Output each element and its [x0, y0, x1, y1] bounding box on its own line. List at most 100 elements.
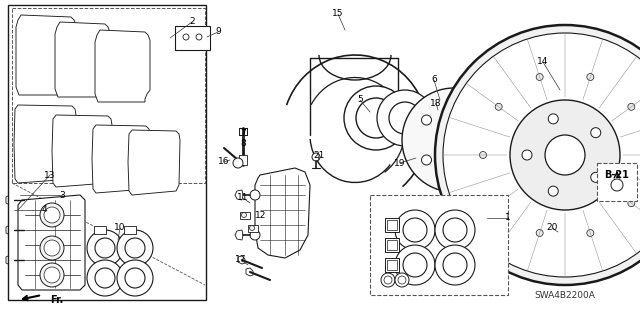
Circle shape	[443, 33, 640, 277]
Circle shape	[435, 25, 640, 285]
Bar	[387, 240, 397, 250]
Bar	[239, 155, 247, 165]
Bar	[370, 195, 508, 295]
Polygon shape	[246, 268, 253, 276]
Circle shape	[460, 167, 470, 177]
Bar	[387, 220, 397, 230]
Circle shape	[591, 172, 601, 182]
Polygon shape	[6, 255, 14, 265]
Circle shape	[395, 273, 409, 287]
Bar	[12, 8, 205, 183]
Text: 9: 9	[215, 27, 221, 36]
Text: Fr.: Fr.	[50, 295, 63, 305]
Circle shape	[545, 135, 585, 175]
Bar	[94, 226, 106, 234]
Circle shape	[117, 260, 153, 296]
Text: 4: 4	[41, 205, 47, 214]
Polygon shape	[238, 256, 245, 264]
Polygon shape	[128, 130, 180, 195]
Circle shape	[233, 158, 243, 168]
Bar	[385, 218, 399, 232]
Text: 7: 7	[240, 129, 246, 137]
Text: 1: 1	[505, 213, 511, 222]
Circle shape	[402, 88, 506, 192]
Circle shape	[241, 212, 246, 218]
Text: 3: 3	[59, 190, 65, 199]
Text: SWA4B2200A: SWA4B2200A	[534, 291, 595, 300]
Text: 15: 15	[332, 10, 344, 19]
Circle shape	[422, 115, 431, 125]
Text: 21: 21	[314, 151, 324, 160]
Polygon shape	[235, 190, 243, 200]
Circle shape	[183, 34, 189, 40]
Text: 8: 8	[240, 138, 246, 147]
Bar	[240, 212, 250, 219]
Circle shape	[250, 190, 260, 200]
Circle shape	[395, 210, 435, 250]
Polygon shape	[55, 22, 110, 97]
Polygon shape	[18, 195, 85, 290]
Circle shape	[395, 245, 435, 285]
Circle shape	[536, 73, 543, 80]
Circle shape	[587, 229, 594, 236]
Circle shape	[495, 103, 502, 110]
Bar	[175, 26, 210, 50]
Polygon shape	[16, 15, 76, 95]
Circle shape	[44, 240, 60, 256]
Bar	[124, 226, 136, 234]
Bar	[385, 258, 399, 272]
Circle shape	[403, 253, 427, 277]
Circle shape	[628, 103, 635, 110]
Circle shape	[522, 150, 532, 160]
Bar	[248, 225, 258, 232]
Text: 12: 12	[255, 211, 267, 219]
Text: 14: 14	[538, 57, 548, 66]
Bar	[385, 238, 399, 252]
Circle shape	[435, 210, 475, 250]
Circle shape	[384, 276, 392, 284]
Circle shape	[125, 268, 145, 288]
Circle shape	[196, 34, 202, 40]
Circle shape	[381, 273, 395, 287]
Circle shape	[403, 218, 427, 242]
Circle shape	[591, 128, 601, 138]
Text: 2: 2	[189, 18, 195, 26]
Circle shape	[536, 229, 543, 236]
Circle shape	[548, 114, 558, 124]
Text: 11: 11	[237, 194, 249, 203]
Circle shape	[125, 238, 145, 258]
Text: 10: 10	[115, 224, 125, 233]
Text: 18: 18	[430, 99, 442, 108]
Circle shape	[443, 218, 467, 242]
Circle shape	[422, 155, 431, 165]
Text: 6: 6	[431, 76, 437, 85]
Text: 5: 5	[357, 95, 363, 105]
Bar	[597, 163, 637, 201]
Circle shape	[44, 267, 60, 283]
Circle shape	[548, 186, 558, 196]
Circle shape	[495, 200, 502, 207]
Text: 19: 19	[394, 159, 406, 167]
Circle shape	[250, 230, 260, 240]
Polygon shape	[52, 115, 112, 187]
Circle shape	[435, 245, 475, 285]
Circle shape	[40, 203, 64, 227]
Circle shape	[312, 153, 320, 161]
Circle shape	[479, 152, 486, 159]
Circle shape	[95, 238, 115, 258]
Circle shape	[40, 263, 64, 287]
Circle shape	[436, 122, 472, 158]
Circle shape	[87, 230, 123, 266]
Text: 13: 13	[44, 170, 56, 180]
Polygon shape	[6, 195, 14, 205]
Circle shape	[44, 207, 60, 223]
Polygon shape	[92, 125, 150, 193]
Circle shape	[611, 179, 623, 191]
Circle shape	[443, 253, 467, 277]
Polygon shape	[255, 168, 310, 258]
Text: B-21: B-21	[605, 170, 629, 180]
Text: 17: 17	[236, 256, 247, 264]
Circle shape	[87, 260, 123, 296]
Circle shape	[250, 226, 255, 231]
Circle shape	[344, 86, 408, 150]
